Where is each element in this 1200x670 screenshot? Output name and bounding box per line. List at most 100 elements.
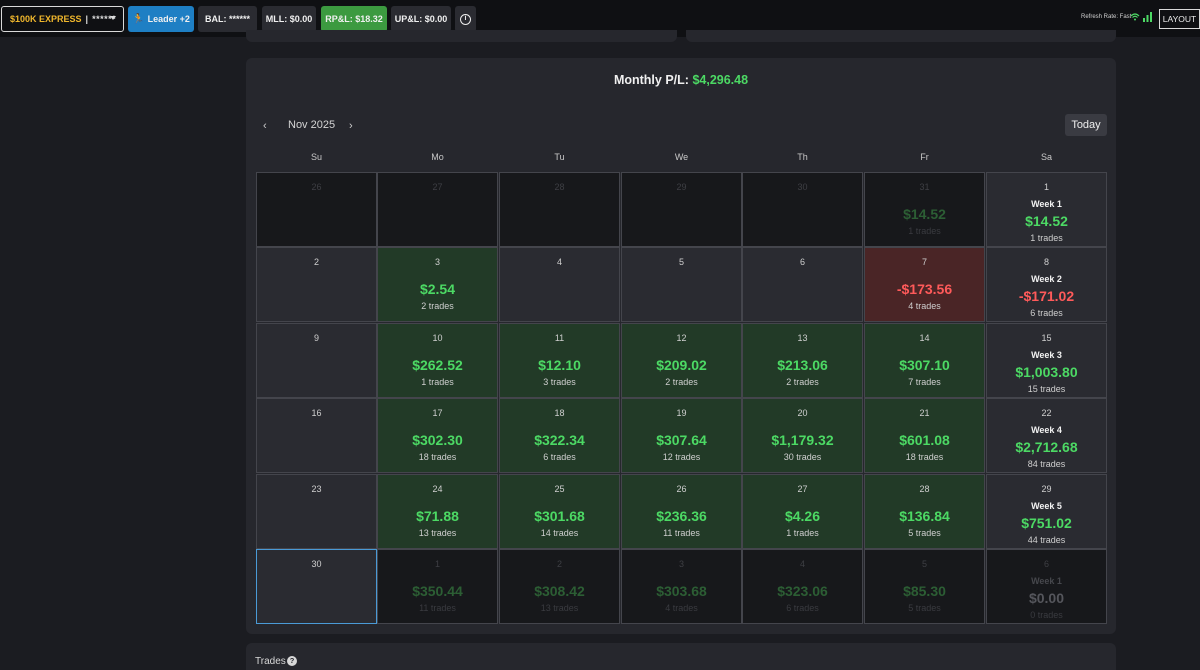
day-number: 16	[311, 408, 322, 418]
realized-pnl-badge[interactable]: RP&L: $18.32	[321, 6, 387, 32]
week-summary-cell[interactable]: 1 Week 1 $14.52 1 trades	[986, 172, 1107, 247]
calendar-day-cell[interactable]: 12 $209.02 2 trades	[621, 323, 742, 398]
calendar-day-cell[interactable]: 30	[256, 549, 377, 624]
day-trade-count: 6 trades	[786, 603, 819, 613]
calendar-day-cell[interactable]: 25 $301.68 14 trades	[499, 474, 620, 549]
week-trade-count: 44 trades	[1027, 535, 1066, 545]
day-number: 2	[556, 559, 562, 569]
calendar-day-cell[interactable]: 29	[621, 172, 742, 247]
calendar-day-cell[interactable]: 1 $350.44 11 trades	[377, 549, 498, 624]
monthly-pnl-value: $4,296.48	[692, 73, 749, 87]
calendar-day-cell[interactable]: 5	[621, 247, 742, 322]
weekday-label: Mo	[431, 152, 444, 162]
calendar-day-cell[interactable]: 2 $308.42 13 trades	[499, 549, 620, 624]
day-number: 29	[676, 182, 687, 192]
day-number: 21	[919, 408, 930, 418]
calendar-day-cell[interactable]: 24 $71.88 13 trades	[377, 474, 498, 549]
day-pnl-amount: $307.10	[899, 357, 950, 373]
calendar-day-cell[interactable]: 19 $307.64 12 trades	[621, 398, 742, 473]
calendar-day-cell[interactable]: 26 $236.36 11 trades	[621, 474, 742, 549]
calendar-day-cell[interactable]: 5 $85.30 5 trades	[864, 549, 985, 624]
day-number: 7	[921, 257, 927, 267]
calendar-day-cell[interactable]: 31 $14.52 1 trades	[864, 172, 985, 247]
day-number: 20	[797, 408, 808, 418]
day-trade-count: 2 trades	[665, 377, 698, 387]
day-number: 8	[1043, 257, 1049, 267]
calendar-day-cell[interactable]: 11 $12.10 3 trades	[499, 323, 620, 398]
day-trade-count: 30 trades	[783, 452, 822, 462]
day-trade-count: 18 trades	[418, 452, 457, 462]
week-summary-cell[interactable]: 22 Week 4 $2,712.68 84 trades	[986, 398, 1107, 473]
account-selector[interactable]: $100K EXPRESS | ******	[1, 6, 124, 32]
calendar-day-cell[interactable]: 3 $2.54 2 trades	[377, 247, 498, 322]
day-number: 11	[554, 333, 565, 343]
today-button[interactable]: Today	[1065, 114, 1107, 136]
info-button[interactable]: i	[455, 6, 476, 32]
day-number: 13	[797, 333, 808, 343]
leader-button[interactable]: 🏃 Leader +2	[128, 6, 194, 32]
calendar-day-cell[interactable]: 6	[742, 247, 863, 322]
calendar-day-cell[interactable]: 4 $323.06 6 trades	[742, 549, 863, 624]
calendar-day-cell[interactable]: 16	[256, 398, 377, 473]
week-summary-cell[interactable]: 15 Week 3 $1,003.80 15 trades	[986, 323, 1107, 398]
calendar-day-cell[interactable]: 2	[256, 247, 377, 322]
calendar-day-cell[interactable]: 17 $302.30 18 trades	[377, 398, 498, 473]
chevron-left-icon[interactable]: ‹	[263, 120, 267, 132]
calendar-day-cell[interactable]: 27	[377, 172, 498, 247]
calendar-day-cell[interactable]: 14 $307.10 7 trades	[864, 323, 985, 398]
day-number: 14	[919, 333, 930, 343]
weekday-label: Su	[310, 152, 322, 162]
week-summary-cell[interactable]: 8 Week 2 -$171.02 6 trades	[986, 247, 1107, 322]
day-number: 1	[434, 559, 440, 569]
calendar-day-cell[interactable]: 26	[256, 172, 377, 247]
week-summary-cell[interactable]: 29 Week 5 $751.02 44 trades	[986, 474, 1107, 549]
day-trade-count: 2 trades	[421, 301, 454, 311]
day-pnl-amount: $601.08	[899, 432, 950, 448]
day-pnl-amount: $236.36	[656, 508, 707, 524]
day-pnl-amount: $301.68	[534, 508, 585, 524]
calendar-day-cell[interactable]: 13 $213.06 2 trades	[742, 323, 863, 398]
day-pnl-amount: $213.06	[777, 357, 828, 373]
calendar-day-cell[interactable]: 28 $136.84 5 trades	[864, 474, 985, 549]
calendar-day-cell[interactable]: 27 $4.26 1 trades	[742, 474, 863, 549]
day-pnl-amount: $14.52	[903, 206, 946, 222]
calendar-day-cell[interactable]: 18 $322.34 6 trades	[499, 398, 620, 473]
chevron-right-icon[interactable]: ›	[349, 120, 353, 132]
help-icon[interactable]: ?	[287, 656, 297, 666]
week-label: Week 1	[1031, 199, 1062, 209]
day-number: 30	[797, 182, 808, 192]
calendar-day-cell[interactable]: 7 -$173.56 4 trades	[864, 247, 985, 322]
week-label: Week 1	[1031, 576, 1062, 586]
layout-button[interactable]: LAYOUT	[1159, 9, 1200, 29]
balance-badge[interactable]: BAL: ******	[198, 6, 257, 32]
calendar-day-cell[interactable]: 20 $1,179.32 30 trades	[742, 398, 863, 473]
week-summary-cell[interactable]: 6 Week 1 $0.00 0 trades	[986, 549, 1107, 624]
week-pnl-amount: -$171.02	[1018, 288, 1075, 304]
calendar-day-cell[interactable]: 10 $262.52 1 trades	[377, 323, 498, 398]
mll-badge[interactable]: MLL: $0.00	[262, 6, 316, 32]
day-number: 25	[554, 484, 565, 494]
calendar-day-cell[interactable]: 28	[499, 172, 620, 247]
refresh-rate-label: Refresh Rate: Fast	[1081, 14, 1132, 20]
calendar-day-cell[interactable]: 23	[256, 474, 377, 549]
day-trade-count: 5 trades	[908, 603, 941, 613]
top-bar: $100K EXPRESS | ****** 🏃 Leader +2 BAL: …	[0, 0, 1200, 37]
calendar-day-cell[interactable]: 21 $601.08 18 trades	[864, 398, 985, 473]
day-number: 4	[799, 559, 805, 569]
day-trade-count: 6 trades	[543, 452, 576, 462]
weekday-label: Sa	[1040, 152, 1052, 162]
calendar-day-cell[interactable]: 4	[499, 247, 620, 322]
signal-bars-icon	[1143, 12, 1152, 22]
weekday-label: Tu	[554, 152, 565, 162]
calendar-day-cell[interactable]: 9	[256, 323, 377, 398]
upl-label: UP&L: $0.00	[394, 14, 448, 24]
day-trade-count: 12 trades	[662, 452, 701, 462]
day-pnl-amount: $323.06	[777, 583, 828, 599]
calendar-day-cell[interactable]: 30	[742, 172, 863, 247]
day-pnl-amount: $308.42	[534, 583, 585, 599]
unrealized-pnl-badge[interactable]: UP&L: $0.00	[391, 6, 451, 32]
day-trade-count: 5 trades	[908, 528, 941, 538]
day-number: 5	[921, 559, 927, 569]
day-number: 3	[434, 257, 440, 267]
calendar-day-cell[interactable]: 3 $303.68 4 trades	[621, 549, 742, 624]
